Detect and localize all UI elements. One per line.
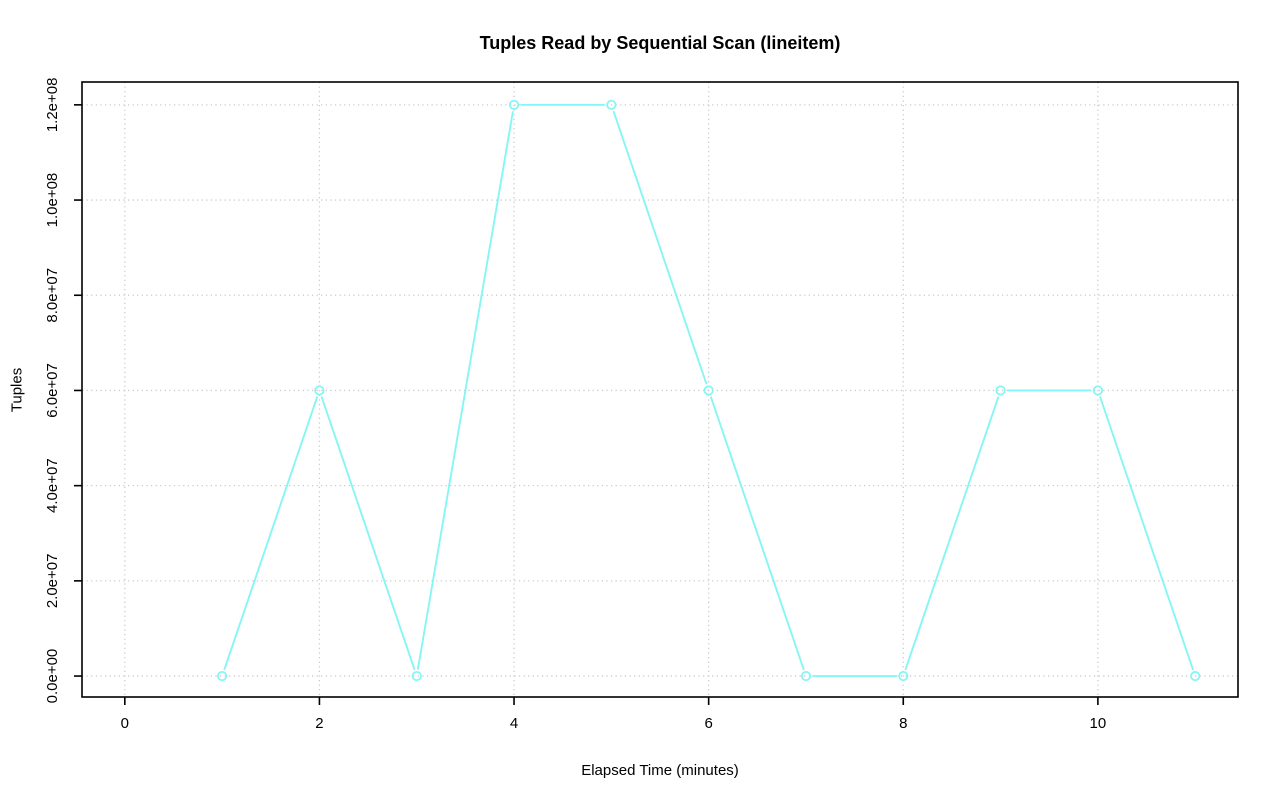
data-point-marker xyxy=(1190,670,1201,682)
data-point-marker xyxy=(411,670,422,682)
y-tick-label: 8.0e+07 xyxy=(44,268,61,323)
data-point-marker xyxy=(508,99,520,110)
data-point-marker xyxy=(800,670,812,682)
y-tick-label: 4.0e+07 xyxy=(44,458,61,513)
y-tick-label: 1.2e+08 xyxy=(44,78,61,133)
data-line-segment xyxy=(1099,396,1194,671)
y-tick-label: 0.0e+00 xyxy=(44,649,61,704)
data-point-marker xyxy=(898,670,909,682)
data-point-marker xyxy=(217,670,228,682)
data-point-marker xyxy=(995,385,1006,396)
data-line-segment xyxy=(223,396,319,671)
y-tick-label: 1.0e+08 xyxy=(44,173,61,228)
x-tick-label: 8 xyxy=(899,715,907,732)
data-point-marker xyxy=(314,385,325,396)
y-axis-title: Tuples xyxy=(8,367,26,413)
x-tick-label: 4 xyxy=(510,715,518,732)
chart-title: Tuples Read by Sequential Scan (lineitem… xyxy=(479,33,841,53)
data-line-segment xyxy=(320,396,416,671)
data-line-segment xyxy=(612,110,708,385)
data-line-segment xyxy=(416,111,514,670)
data-line-segment xyxy=(904,396,1000,671)
x-tick-label: 2 xyxy=(315,715,323,732)
x-axis-title: Elapsed Time (minutes) xyxy=(581,762,739,779)
data-point-marker xyxy=(703,385,714,396)
y-tick-label: 2.0e+07 xyxy=(44,554,61,609)
data-point-marker xyxy=(606,99,617,110)
y-tick-label: 6.0e+07 xyxy=(44,363,61,418)
x-tick-label: 0 xyxy=(121,715,129,732)
x-tick-label: 10 xyxy=(1090,715,1107,732)
data-point-marker xyxy=(1092,385,1103,396)
plot-box xyxy=(81,81,1239,698)
x-tick-label: 6 xyxy=(704,715,712,732)
data-line-segment xyxy=(709,396,805,671)
